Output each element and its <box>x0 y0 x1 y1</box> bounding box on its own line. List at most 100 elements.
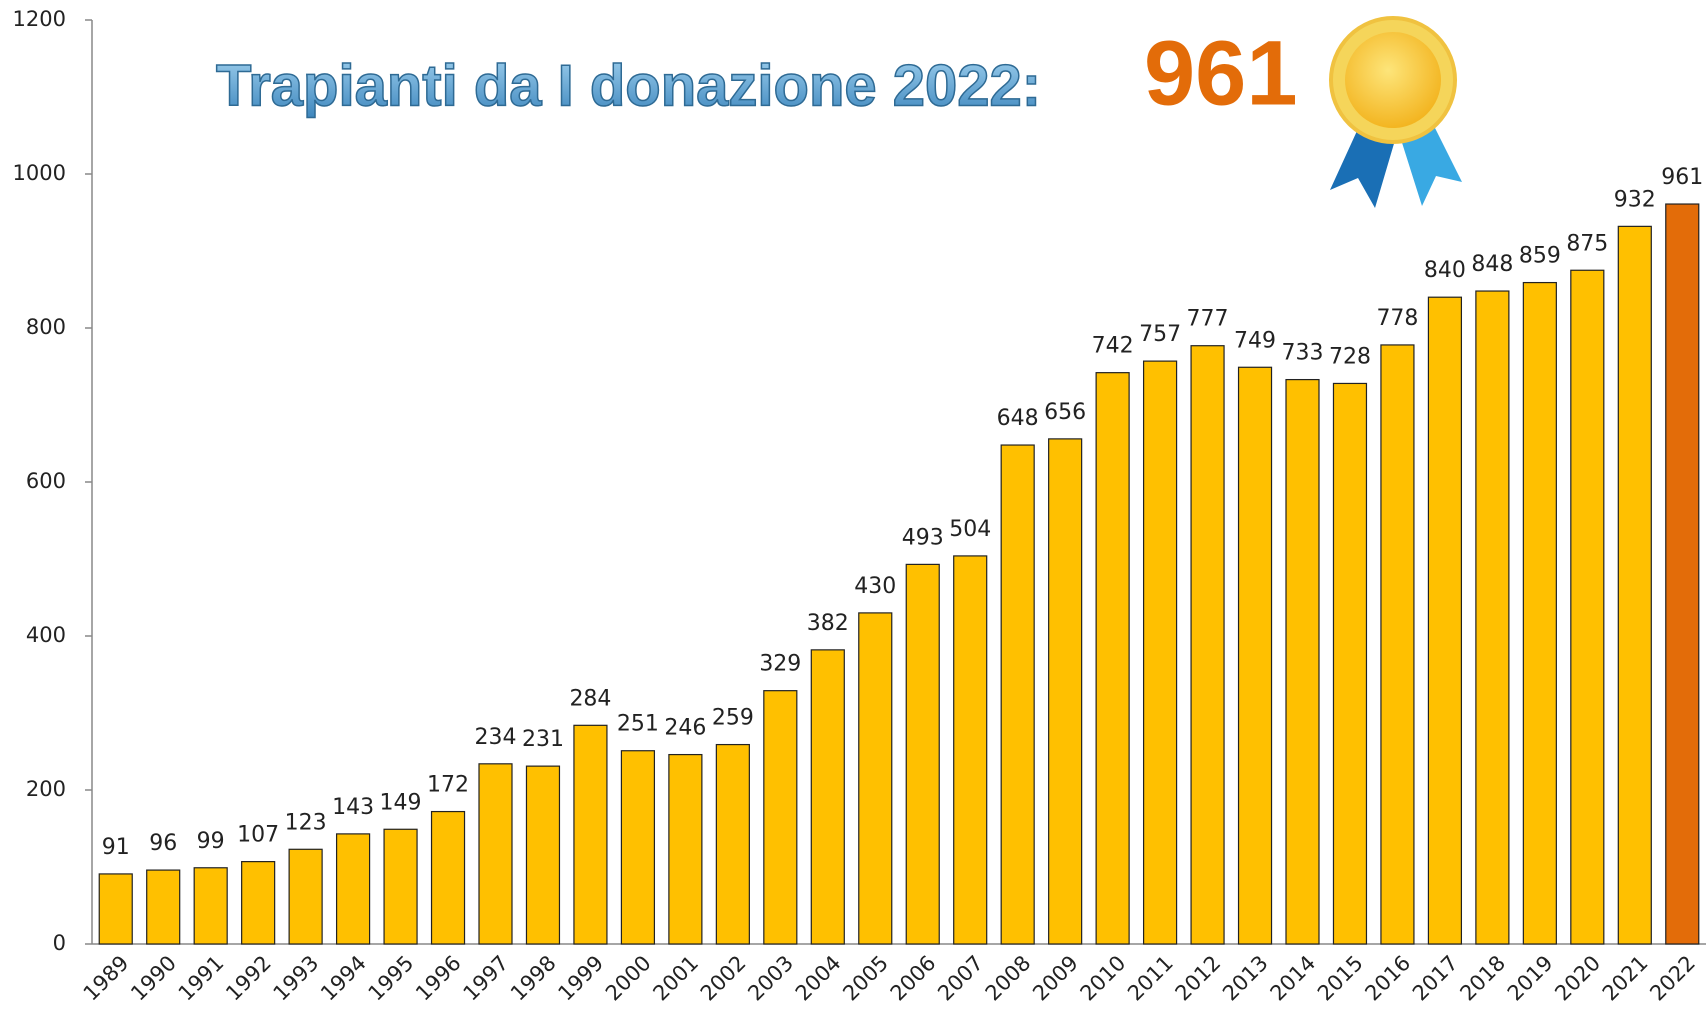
value-label: 777 <box>1187 307 1229 332</box>
bar <box>1666 204 1699 944</box>
x-tick-label: 1989 <box>79 951 134 1006</box>
bar <box>1001 445 1034 944</box>
x-tick-label: 1993 <box>269 951 324 1006</box>
x-tick-label: 2016 <box>1360 951 1415 1006</box>
y-tick-label: 1000 <box>13 161 66 185</box>
bar <box>384 829 417 944</box>
bar <box>1144 361 1177 944</box>
y-tick-label: 400 <box>26 623 66 647</box>
bar <box>194 868 227 944</box>
value-label: 859 <box>1519 244 1561 269</box>
bar <box>147 870 180 944</box>
value-label: 932 <box>1614 187 1656 212</box>
bar <box>574 725 607 944</box>
x-tick-label: 2007 <box>933 951 988 1006</box>
value-label: 840 <box>1424 258 1466 283</box>
value-label: 757 <box>1139 322 1181 347</box>
x-tick-label: 2000 <box>601 951 656 1006</box>
value-label: 231 <box>522 727 564 752</box>
x-tick-label: 1991 <box>174 951 229 1006</box>
bar <box>1523 283 1556 944</box>
value-label: 430 <box>854 574 896 599</box>
x-tick-label: 2002 <box>696 951 751 1006</box>
x-tick-label: 1995 <box>364 951 419 1006</box>
bar <box>1618 226 1651 944</box>
bar <box>1191 346 1224 944</box>
bar <box>906 564 939 944</box>
value-label: 656 <box>1044 400 1086 425</box>
value-label: 329 <box>759 652 801 677</box>
x-tick-label: 1990 <box>126 951 181 1006</box>
x-tick-label: 2013 <box>1218 951 1273 1006</box>
value-label: 875 <box>1566 231 1608 256</box>
x-tick-label: 1997 <box>459 951 514 1006</box>
value-label: 246 <box>664 716 706 741</box>
x-tick-label: 2021 <box>1598 951 1653 1006</box>
value-label: 143 <box>332 795 374 820</box>
x-tick-label: 1996 <box>411 951 466 1006</box>
bar <box>99 874 132 944</box>
value-label: 107 <box>237 823 279 848</box>
x-tick-label: 2017 <box>1408 951 1463 1006</box>
x-tick-label: 2009 <box>1028 951 1083 1006</box>
value-label: 123 <box>285 810 327 835</box>
medal-icon <box>1330 18 1462 208</box>
chart-title-group: Trapianti da I donazione 2022: 961 <box>216 22 1298 124</box>
value-label: 961 <box>1661 165 1703 190</box>
bar <box>1049 439 1082 944</box>
value-label: 251 <box>617 712 659 737</box>
value-label: 778 <box>1376 306 1418 331</box>
value-label: 848 <box>1471 252 1513 277</box>
y-tick-label: 0 <box>53 931 66 955</box>
bar <box>764 691 797 944</box>
bar <box>1286 380 1319 944</box>
value-label: 91 <box>102 835 130 860</box>
value-label: 382 <box>807 611 849 636</box>
x-tick-label: 1999 <box>553 951 608 1006</box>
value-label: 749 <box>1234 328 1276 353</box>
x-tick-label: 2005 <box>838 951 893 1006</box>
y-tick-label: 800 <box>26 315 66 339</box>
value-label: 648 <box>997 406 1039 431</box>
bar <box>289 849 322 944</box>
value-label: 149 <box>380 790 422 815</box>
bar <box>1476 291 1509 944</box>
x-tick-label: 2015 <box>1313 951 1368 1006</box>
bar <box>526 766 559 944</box>
value-label: 728 <box>1329 344 1371 369</box>
chart-title: Trapianti da I donazione 2022: <box>216 53 1041 118</box>
bar <box>954 556 987 944</box>
value-label: 742 <box>1092 334 1134 359</box>
bar <box>242 862 275 944</box>
x-tick-label: 2022 <box>1645 951 1700 1006</box>
value-label: 493 <box>902 525 944 550</box>
bar <box>859 613 892 944</box>
bar <box>1381 345 1414 944</box>
bar <box>621 751 654 944</box>
bar <box>432 812 465 944</box>
value-label: 733 <box>1282 341 1324 366</box>
bar <box>1333 383 1366 944</box>
bar <box>337 834 370 944</box>
bar <box>1239 367 1272 944</box>
bar <box>479 764 512 944</box>
x-tick-label: 2019 <box>1503 951 1558 1006</box>
x-tick-label: 2006 <box>886 951 941 1006</box>
bar <box>811 650 844 944</box>
x-tick-label: 2010 <box>1076 951 1131 1006</box>
value-label: 259 <box>712 706 754 731</box>
chart-title-highlight: 961 <box>1144 22 1298 124</box>
x-tick-label: 1994 <box>316 951 371 1006</box>
x-tick-label: 2008 <box>981 951 1036 1006</box>
x-tick-label: 1992 <box>221 951 276 1006</box>
x-tick-label: 2011 <box>1123 951 1178 1006</box>
bar <box>1096 373 1129 944</box>
x-tick-label: 2004 <box>791 951 846 1006</box>
chart: Trapianti da I donazione 2022: 961 0 2004… <box>0 0 1706 1022</box>
bar <box>716 745 749 944</box>
x-tick-label: 2014 <box>1266 951 1321 1006</box>
value-label: 99 <box>197 829 225 854</box>
y-tick-label: 600 <box>26 469 66 493</box>
bar <box>1428 297 1461 944</box>
value-label: 172 <box>427 773 469 798</box>
